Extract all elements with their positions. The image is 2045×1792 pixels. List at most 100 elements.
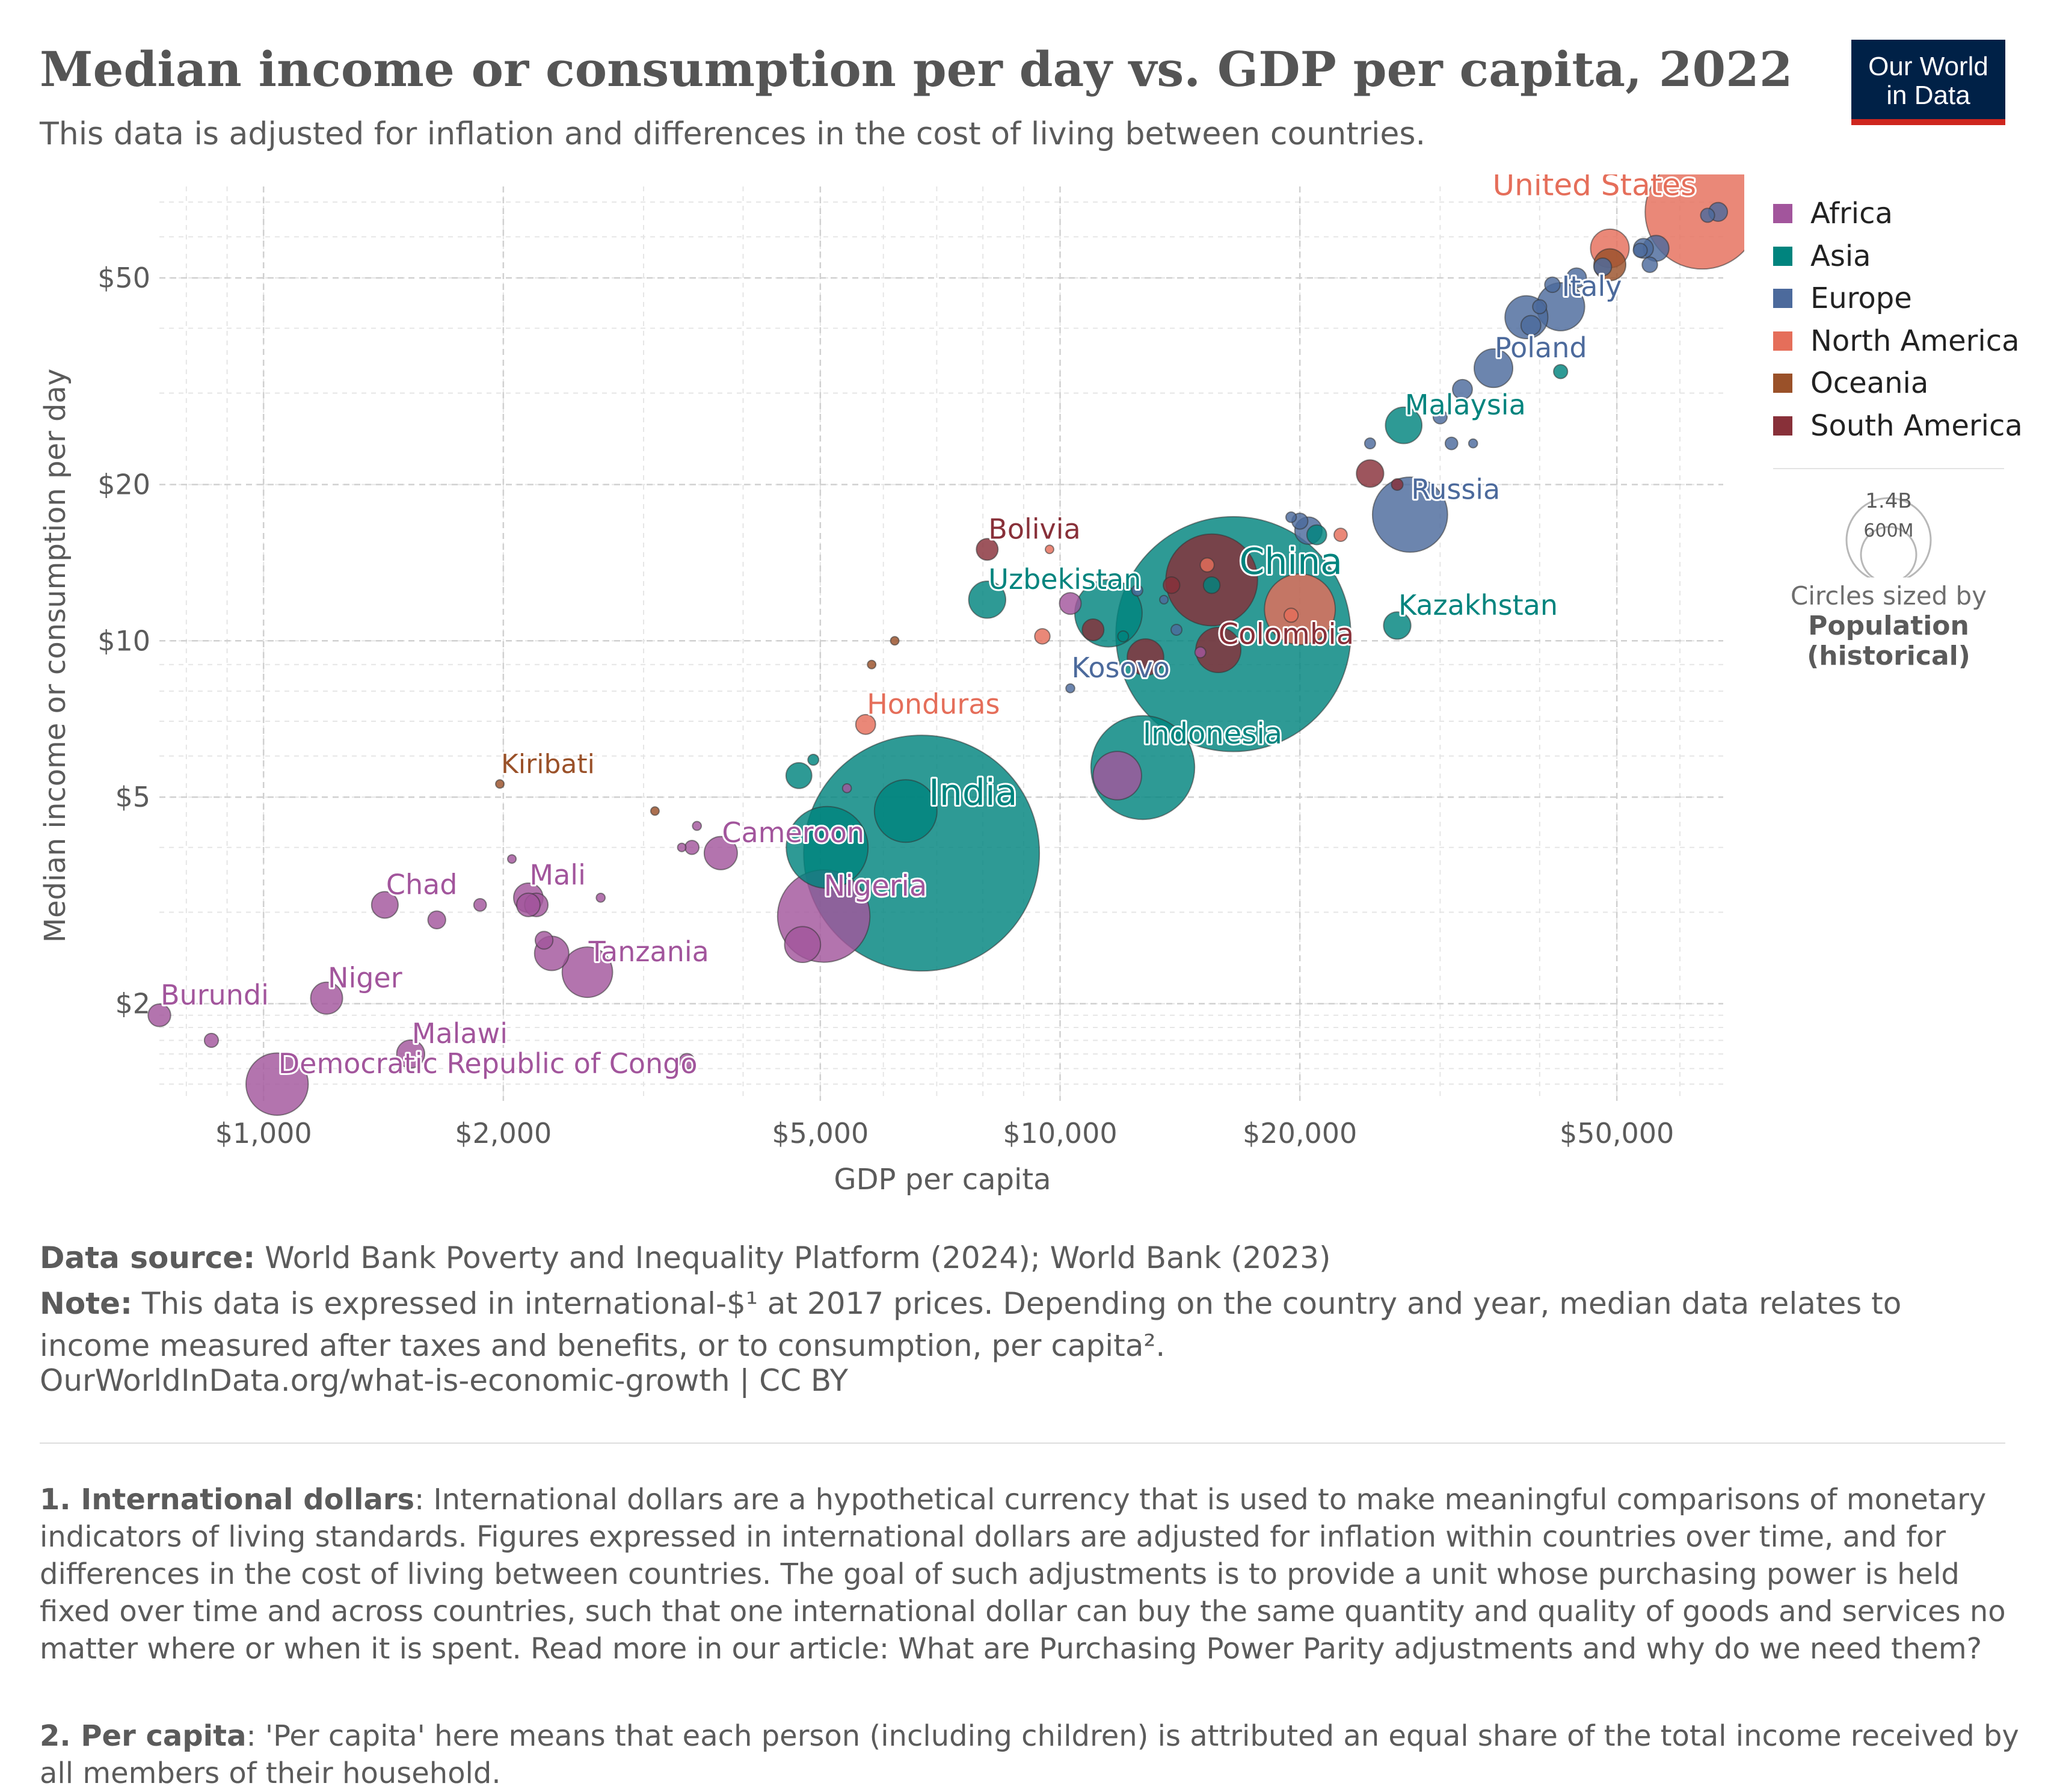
legend-item-oceania[interactable]: Oceania [1773, 362, 2023, 405]
scatter-chart[interactable]: $2 $5 $10 $20 $50 $1,000 $2,000 $5,000 $10,000 $2… [0, 174, 1744, 1209]
point-south-america[interactable] [1127, 638, 1164, 676]
point-africa[interactable] [677, 842, 687, 852]
point-north-america[interactable] [1264, 573, 1336, 645]
size-legend: 1.4B 600M Circles sized by Population (h… [1773, 481, 2004, 671]
point-north-america[interactable] [1044, 544, 1054, 555]
point-europe[interactable] [1566, 267, 1587, 289]
point-chad[interactable] [371, 891, 399, 919]
point-europe[interactable] [1131, 584, 1143, 597]
point-north-america[interactable] [1034, 628, 1051, 645]
point-asia[interactable] [807, 754, 820, 766]
point-europe[interactable] [1641, 256, 1658, 273]
point-africa[interactable] [595, 893, 606, 903]
point-malaysia[interactable] [1385, 406, 1423, 445]
point-asia[interactable] [785, 762, 813, 789]
point-label: Mali [529, 858, 585, 891]
point-africa[interactable] [203, 1032, 220, 1048]
point-europe[interactable] [1520, 315, 1542, 336]
point-south-america[interactable] [1391, 478, 1404, 491]
point-asia[interactable] [873, 779, 938, 843]
point-africa[interactable] [1194, 646, 1207, 659]
point-africa[interactable] [784, 926, 822, 964]
source-url[interactable]: OurWorldInData.org/what-is-economic-grow… [40, 1363, 848, 1398]
point-kosovo[interactable] [1065, 683, 1075, 694]
legend-item-north-america[interactable]: North America [1773, 320, 2023, 363]
point-south-america[interactable] [1162, 576, 1181, 594]
point-africa[interactable] [515, 892, 541, 917]
point-oceania[interactable] [650, 806, 660, 816]
point-europe[interactable] [1544, 276, 1561, 294]
point-niger[interactable] [310, 981, 343, 1015]
point-europe[interactable] [1170, 623, 1183, 636]
point-europe[interactable] [1444, 436, 1459, 451]
point-africa[interactable] [473, 898, 487, 912]
point-europe[interactable] [1532, 299, 1548, 315]
footer-divider [40, 1443, 2005, 1444]
point-kiribati[interactable] [495, 779, 505, 789]
legend-item-asia[interactable]: Asia [1773, 235, 2023, 278]
point-asia[interactable] [786, 805, 869, 889]
point-north-america[interactable] [1333, 528, 1348, 542]
legend-item-south-america[interactable]: South America [1773, 405, 2023, 448]
y-tick-label: $20 [97, 468, 150, 500]
point-europe[interactable] [1700, 208, 1715, 223]
point-russia[interactable] [1371, 476, 1448, 553]
point-europe[interactable] [1364, 437, 1376, 450]
point-honduras[interactable] [855, 713, 876, 735]
point-uzbekistan[interactable] [968, 580, 1007, 619]
point-asia[interactable] [1202, 576, 1221, 594]
owid-logo[interactable]: Our World in Data [1851, 40, 2005, 125]
point-tanzania[interactable] [561, 946, 614, 999]
point-label: Malawi [412, 1017, 508, 1050]
point-europe[interactable] [1285, 511, 1297, 523]
point-asia[interactable] [1117, 630, 1130, 642]
point-africa[interactable] [684, 840, 700, 855]
point-africa[interactable] [534, 931, 554, 950]
point-label: Poland [1495, 331, 1587, 364]
point-africa[interactable] [678, 1053, 695, 1070]
point-label: Burundi [161, 979, 269, 1011]
point-label: Nigeria [824, 869, 927, 903]
point-democratic-republic-of-congo[interactable] [245, 1052, 309, 1116]
point-africa[interactable] [1059, 592, 1082, 615]
point-south-america[interactable] [1081, 618, 1105, 641]
point-bolivia[interactable] [976, 538, 999, 561]
point-label: Malaysia [1405, 389, 1526, 421]
point-oceania[interactable] [867, 659, 877, 670]
point-burundi[interactable] [147, 1003, 171, 1027]
point-africa[interactable] [427, 910, 446, 929]
point-south-america[interactable] [1356, 459, 1385, 488]
footnote-2-text: : 'Per capita' here means that each pers… [40, 1719, 2019, 1790]
point-africa[interactable] [841, 783, 852, 793]
region-legend: Africa Asia Europe North America Oceania Sout… [1773, 192, 2023, 447]
legend-item-europe[interactable]: Europe [1773, 277, 2023, 320]
point-malawi[interactable] [396, 1039, 426, 1069]
note: Note: This data is expressed in internat… [40, 1282, 2013, 1367]
point-label: Bolivia [988, 513, 1080, 545]
point-europe[interactable] [1159, 594, 1169, 605]
point-poland[interactable] [1473, 348, 1514, 389]
legend-label: North America [1810, 324, 2020, 358]
point-oceania[interactable] [890, 636, 900, 646]
size-legend-circles: 1.4B 600M [1845, 489, 1932, 577]
point-asia[interactable] [1553, 364, 1569, 380]
point-north-america[interactable] [1199, 557, 1215, 573]
point-label: Kosovo [1071, 651, 1170, 684]
point-europe[interactable] [1452, 378, 1473, 400]
point-europe[interactable] [1593, 257, 1613, 277]
point-asia[interactable] [1306, 524, 1327, 546]
point-label: Cameroon [722, 816, 864, 849]
legend-label: Europe [1810, 282, 1912, 316]
point-united-states[interactable] [1644, 174, 1744, 270]
point-africa[interactable] [507, 854, 517, 864]
point-north-america[interactable] [1283, 608, 1299, 623]
axis-ticks: $2 $5 $10 $20 $50 $1,000 $2,000 $5,000 $10,000 $2… [97, 262, 1674, 1150]
point-africa[interactable] [692, 821, 703, 831]
point-kazakhstan[interactable] [1383, 611, 1412, 640]
point-cameroon[interactable] [703, 836, 738, 870]
legend-item-africa[interactable]: Africa [1773, 192, 2023, 235]
point-europe[interactable] [1432, 409, 1448, 425]
point-europe[interactable] [1632, 242, 1648, 258]
point-africa[interactable] [1092, 751, 1142, 801]
point-europe[interactable] [1468, 438, 1478, 449]
